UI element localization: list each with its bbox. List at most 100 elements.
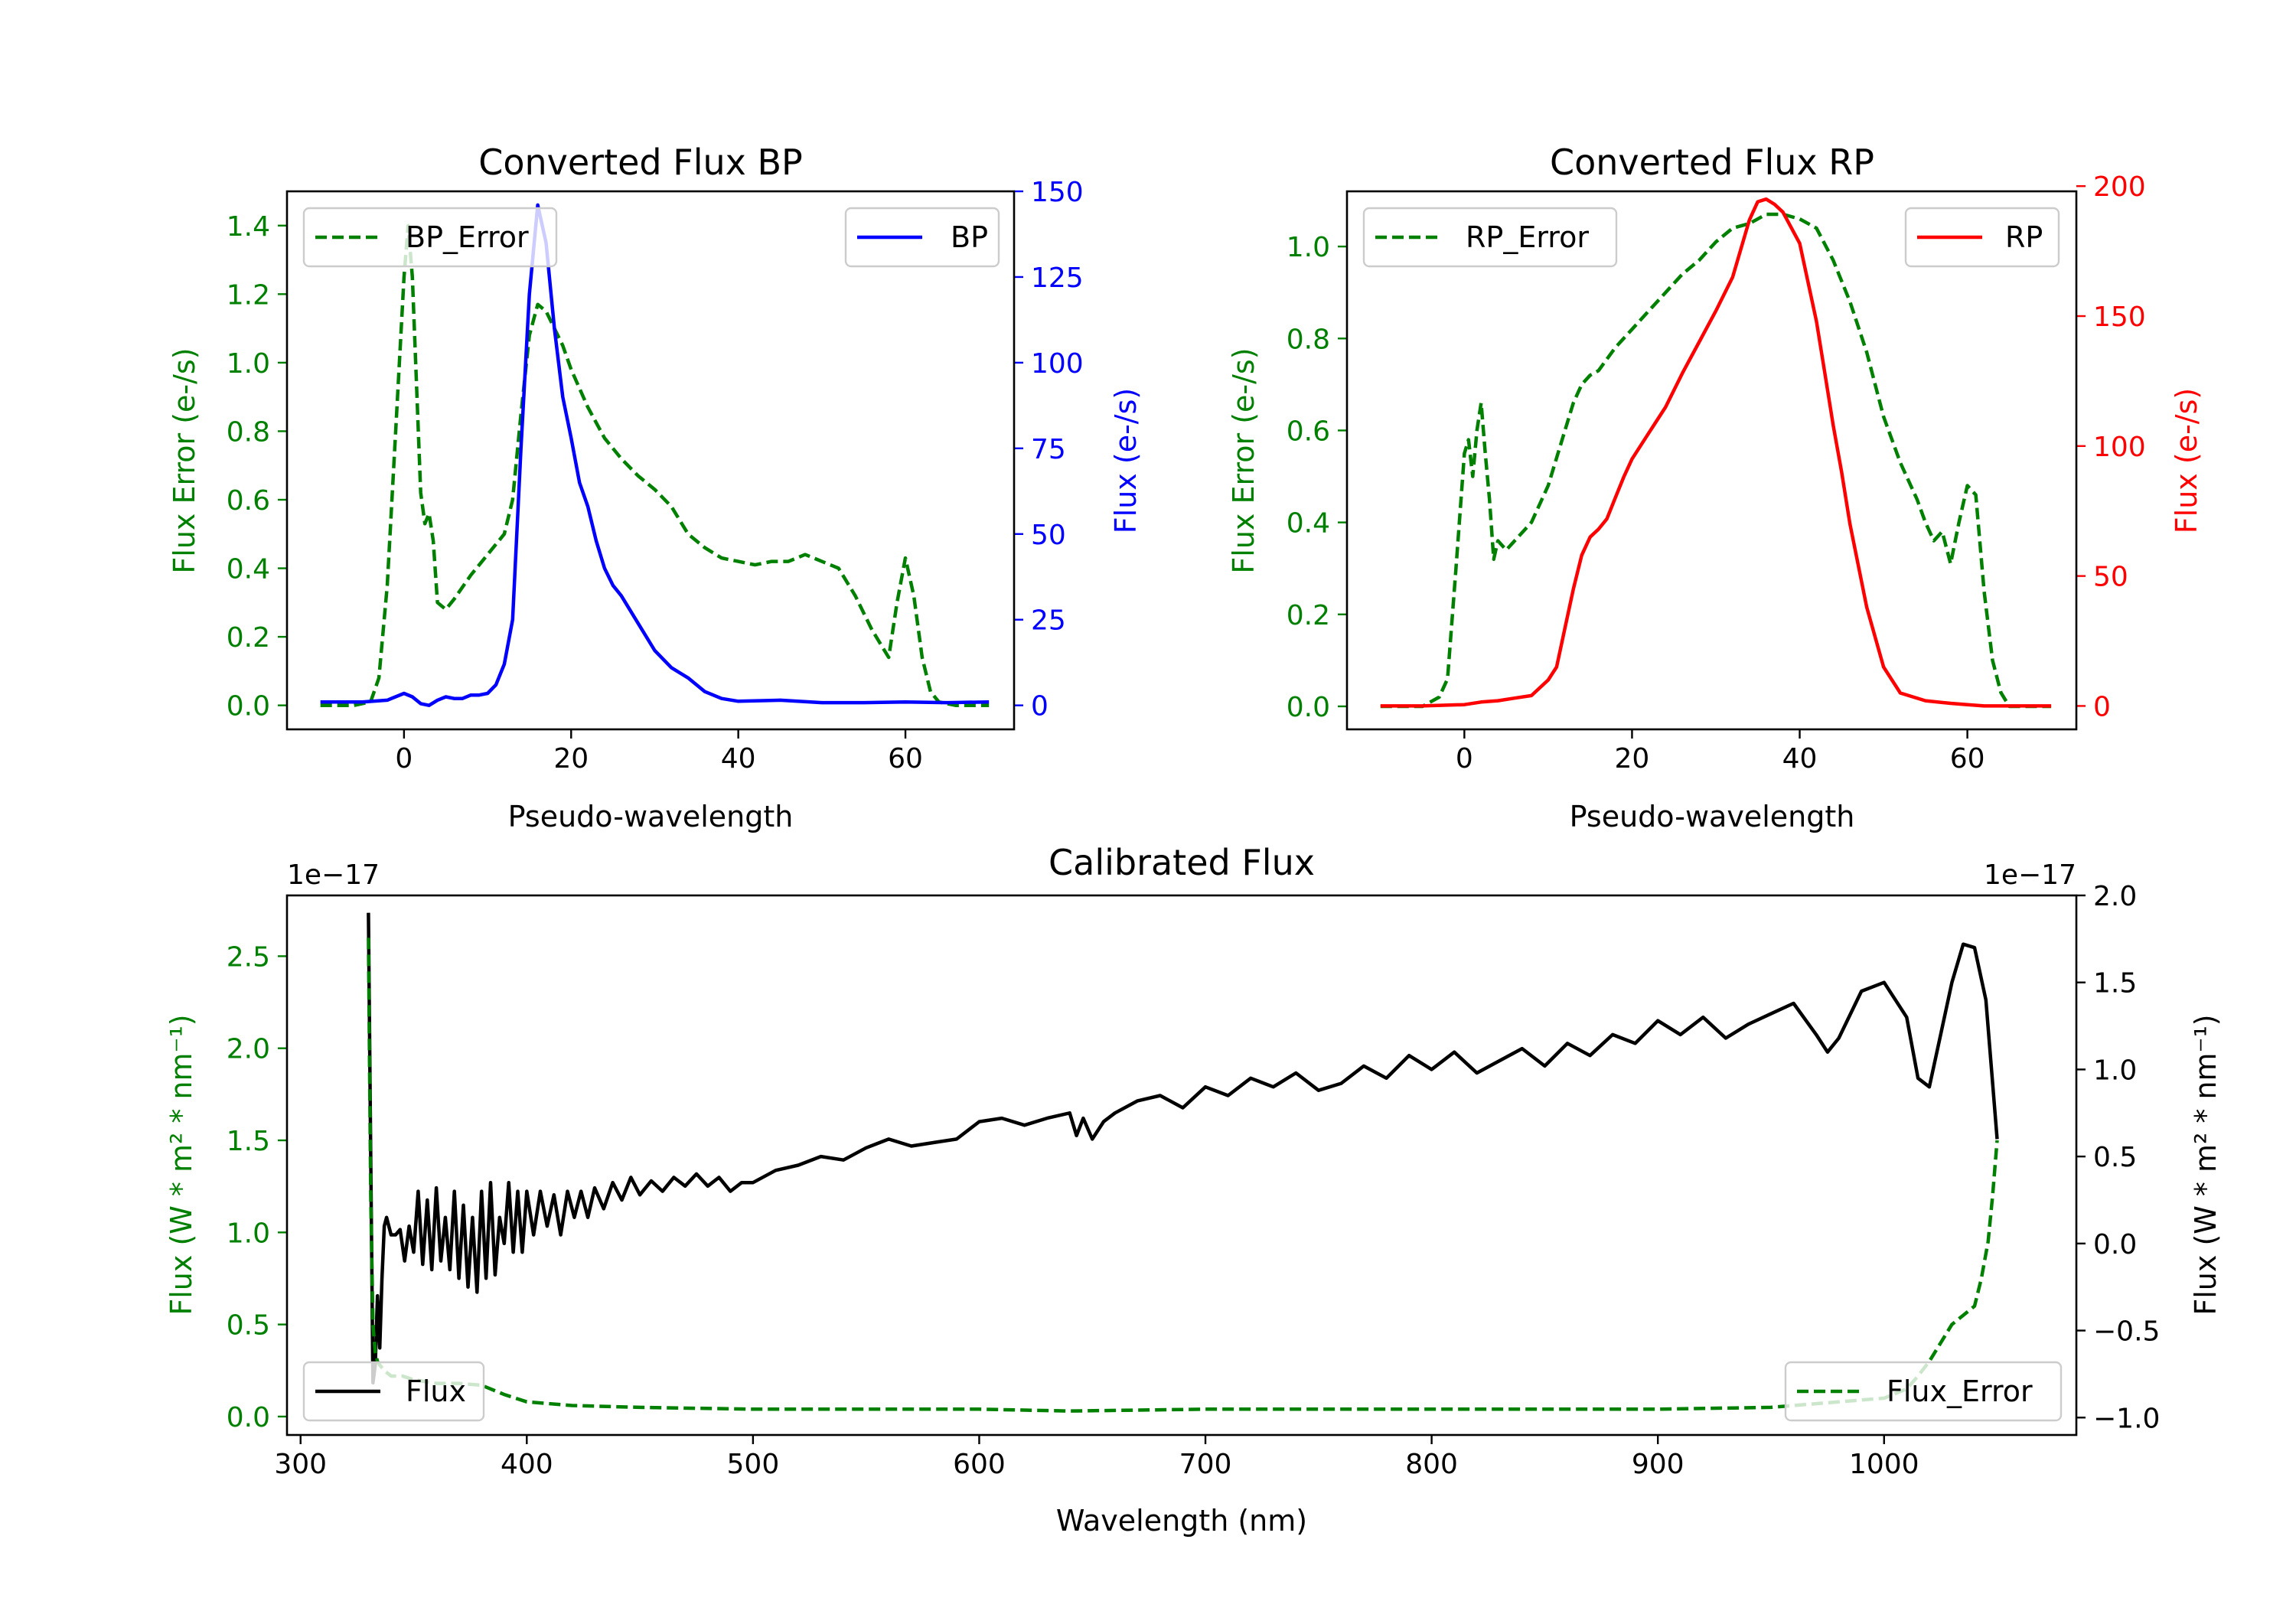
bp-legend-flux[interactable]: BP bbox=[844, 207, 1000, 268]
calibrated-title: Calibrated Flux bbox=[1049, 842, 1315, 883]
cal-y-left-tick-label: 0.0 bbox=[227, 1402, 270, 1433]
rp-series-rp-error bbox=[1380, 212, 2052, 709]
cal-y-left-tick-label: 1.5 bbox=[227, 1126, 270, 1157]
rp-series-group bbox=[1380, 197, 2052, 709]
cal-y-left-tick-label: 2.0 bbox=[227, 1034, 270, 1065]
bp-x-ticks: 0 20 40 60 bbox=[395, 729, 923, 775]
cal-y-right-tick-label: 0.0 bbox=[2093, 1229, 2137, 1260]
bp-y-right-ticks: 0 25 50 75 100 125 150 bbox=[1014, 177, 1084, 722]
calibrated-x-ticks: 300 400 500 600 700 800 900 1000 bbox=[274, 1435, 1919, 1480]
bp-y-right-tick-label: 150 bbox=[1031, 177, 1084, 208]
bp-y-right-tick-label: 25 bbox=[1031, 605, 1066, 637]
bp-x-tick-label: 40 bbox=[721, 743, 756, 775]
cal-x-tick-label: 800 bbox=[1405, 1449, 1458, 1480]
rp-y-left-tick-label: 1.0 bbox=[1287, 232, 1330, 263]
cal-x-tick-label: 700 bbox=[1179, 1449, 1232, 1480]
bp-series-bp-error bbox=[320, 223, 990, 707]
calibrated-y-left-ticks: 0.0 0.5 1.0 1.5 2.0 2.5 bbox=[227, 941, 287, 1433]
cal-y-right-tick-label: 1.0 bbox=[2093, 1055, 2137, 1086]
rp-y-left-tick-label: 0.2 bbox=[1287, 600, 1330, 631]
bp-y-left-tick-label: 0.4 bbox=[227, 554, 270, 585]
rp-x-tick-label: 60 bbox=[1950, 743, 1985, 775]
rp-y-left-tick-label: 0.4 bbox=[1287, 508, 1330, 540]
cal-x-tick-label: 900 bbox=[1632, 1449, 1684, 1480]
calibrated-y-right-label: Flux (W * m² * nm⁻¹) bbox=[2189, 1014, 2223, 1315]
bp-legend-error-label: BP_Error bbox=[406, 220, 529, 254]
bp-y-right-tick-label: 50 bbox=[1031, 520, 1066, 551]
calibrated-legend-error-frame bbox=[1784, 1361, 2063, 1422]
bp-y-left-label: Flux Error (e-/s) bbox=[168, 347, 201, 573]
cal-y-left-tick-label: 2.5 bbox=[227, 941, 270, 973]
rp-title: Converted Flux RP bbox=[1550, 142, 1874, 183]
rp-y-right-tick-label: 200 bbox=[2093, 171, 2146, 203]
rp-legend-error-label: RP_Error bbox=[1466, 220, 1589, 254]
bp-y-left-tick-label: 0.0 bbox=[227, 691, 270, 722]
rp-y-right-tick-label: 50 bbox=[2093, 562, 2128, 593]
cal-y-right-tick-label: −1.0 bbox=[2093, 1403, 2160, 1434]
bp-legend-error[interactable]: BP_Error bbox=[302, 207, 558, 268]
calibrated-panel: Calibrated Flux 1e−17 1e−17 300 400 500 600… bbox=[165, 842, 2223, 1538]
rp-y-right-tick-label: 100 bbox=[2093, 432, 2146, 463]
bp-legend-error-frame bbox=[302, 207, 558, 268]
calibrated-legend-error-label: Flux_Error bbox=[1887, 1375, 2033, 1408]
bp-y-left-tick-label: 1.0 bbox=[227, 348, 270, 380]
bp-y-left-tick-label: 1.2 bbox=[227, 279, 270, 311]
bp-title: Converted Flux BP bbox=[478, 142, 803, 183]
bp-x-label: Pseudo-wavelength bbox=[508, 800, 794, 833]
bp-y-left-tick-label: 1.4 bbox=[227, 211, 270, 243]
bp-legend-flux-label: BP bbox=[951, 220, 988, 254]
calibrated-offset-left: 1e−17 bbox=[287, 859, 380, 891]
rp-y-right-tick-label: 150 bbox=[2093, 302, 2146, 333]
rp-x-tick-label: 20 bbox=[1615, 743, 1650, 775]
rp-y-left-label: Flux Error (e-/s) bbox=[1227, 347, 1261, 573]
bp-y-right-label: Flux (e-/s) bbox=[1109, 388, 1143, 533]
bp-y-left-tick-label: 0.6 bbox=[227, 485, 270, 517]
rp-y-right-tick-label: 0 bbox=[2093, 691, 2111, 722]
calibrated-y-right-ticks: −1.0 −0.5 0.0 0.5 1.0 1.5 2.0 bbox=[2076, 881, 2160, 1434]
calibrated-x-label: Wavelength (nm) bbox=[1056, 1504, 1307, 1538]
rp-y-right-label: Flux (e-/s) bbox=[2170, 388, 2203, 533]
calibrated-legend-flux-label: Flux bbox=[406, 1375, 466, 1408]
bp-x-tick-label: 60 bbox=[888, 743, 923, 775]
calibrated-series-group bbox=[367, 912, 1999, 1413]
rp-y-left-tick-label: 0.8 bbox=[1287, 324, 1330, 355]
rp-series-rp bbox=[1380, 197, 2052, 708]
rp-x-tick-label: 40 bbox=[1782, 743, 1818, 775]
cal-series-flux bbox=[367, 912, 1999, 1385]
rp-y-left-tick-label: 0.6 bbox=[1287, 416, 1330, 447]
cal-series-flux-error bbox=[367, 938, 1999, 1413]
bp-x-tick-label: 20 bbox=[553, 743, 589, 775]
calibrated-legend-error[interactable]: Flux_Error bbox=[1784, 1361, 2063, 1422]
rp-x-ticks: 0 20 40 60 bbox=[1456, 729, 1985, 775]
bp-y-right-tick-label: 0 bbox=[1031, 691, 1049, 722]
rp-legend-error[interactable]: RP_Error bbox=[1362, 207, 1618, 268]
cal-y-right-tick-label: 0.5 bbox=[2093, 1142, 2137, 1173]
bp-x-tick-label: 0 bbox=[395, 743, 413, 775]
rp-legend-flux-label: RP bbox=[2005, 220, 2043, 254]
rp-legend-flux[interactable]: RP bbox=[1904, 207, 2060, 268]
cal-y-left-tick-label: 1.0 bbox=[227, 1218, 270, 1249]
rp-y-left-tick-label: 0.0 bbox=[1287, 692, 1330, 723]
rp-legend-error-frame bbox=[1362, 207, 1618, 268]
cal-y-right-tick-label: −0.5 bbox=[2093, 1316, 2160, 1348]
rp-axes-frame bbox=[1345, 190, 2078, 731]
bp-y-left-tick-label: 0.2 bbox=[227, 622, 270, 654]
cal-x-tick-label: 1000 bbox=[1849, 1449, 1919, 1480]
bp-series-group bbox=[320, 203, 990, 707]
cal-y-left-tick-label: 0.5 bbox=[227, 1310, 270, 1342]
rp-x-label: Pseudo-wavelength bbox=[1570, 800, 1855, 833]
calibrated-y-left-label: Flux (W * m² * nm⁻¹) bbox=[165, 1014, 198, 1315]
bp-panel: Converted Flux BP 0 20 40 60 0.00.20.40.60.… bbox=[168, 142, 1143, 833]
calibrated-legend-flux[interactable]: Flux bbox=[302, 1361, 485, 1422]
rp-panel: Converted Flux RP 0 20 40 60 0.00.20.40.60.… bbox=[1227, 142, 2203, 833]
calibrated-offset-right: 1e−17 bbox=[1984, 859, 2076, 891]
bp-y-right-tick-label: 100 bbox=[1031, 348, 1084, 380]
rp-y-left-ticks: 0.0 0.2 0.4 0.6 0.8 1.0 bbox=[1287, 232, 1347, 723]
calibrated-axes-frame bbox=[285, 894, 2078, 1437]
cal-x-tick-label: 500 bbox=[727, 1449, 780, 1480]
cal-x-tick-label: 400 bbox=[501, 1449, 553, 1480]
cal-x-tick-label: 300 bbox=[274, 1449, 327, 1480]
bp-y-left-tick-label: 0.8 bbox=[227, 416, 270, 448]
bp-y-left-ticks: 0.0 0.2 0.4 0.6 0.8 1.0 1.2 1.4 bbox=[227, 211, 287, 722]
